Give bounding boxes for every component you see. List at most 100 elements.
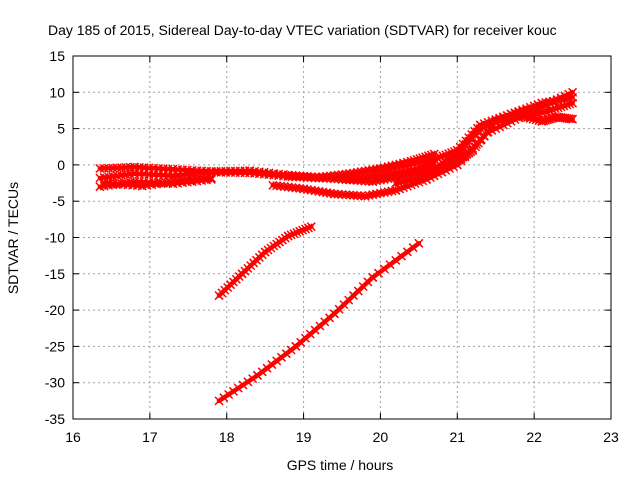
data-point <box>425 168 435 178</box>
data-point <box>295 226 305 236</box>
data-point <box>187 175 197 185</box>
data-point <box>202 173 213 183</box>
data-point <box>214 396 224 406</box>
y-tick-label: -5 <box>53 193 66 209</box>
data-point <box>238 380 248 390</box>
data-point <box>356 191 366 201</box>
data-point <box>544 105 555 115</box>
data-point <box>345 190 355 200</box>
y-tick-label: 0 <box>57 157 65 173</box>
data-point <box>287 172 297 182</box>
data-point <box>352 191 362 201</box>
y-tick-label: -20 <box>45 302 65 318</box>
data-point <box>303 223 313 233</box>
data-point <box>341 175 351 185</box>
data-point <box>356 176 366 186</box>
data-point <box>257 367 267 377</box>
data-point <box>449 146 459 156</box>
data-point <box>402 247 412 257</box>
x-axis-label: GPS time / hours <box>287 457 394 473</box>
data-point <box>199 174 209 184</box>
x-tick-label: 17 <box>142 429 158 445</box>
data-point <box>432 153 442 163</box>
data-point <box>411 174 421 184</box>
data-point <box>360 176 370 186</box>
x-tick-label: 16 <box>65 429 81 445</box>
data-point <box>306 222 316 232</box>
x-tick-label: 20 <box>373 429 389 445</box>
y-tick-label: 15 <box>49 48 65 64</box>
data-point <box>566 114 576 124</box>
data-point <box>233 383 243 393</box>
data-point <box>408 243 418 253</box>
data-points <box>95 87 578 406</box>
data-point <box>441 150 451 160</box>
x-tick-label: 22 <box>526 429 542 445</box>
data-point <box>302 172 312 182</box>
series-track-4 <box>99 173 216 191</box>
data-point <box>385 260 395 270</box>
data-point <box>364 176 374 186</box>
data-point <box>345 175 355 185</box>
y-axis-label: SDTVAR / TECUs <box>5 182 21 294</box>
data-point <box>547 105 557 115</box>
data-point <box>422 169 433 179</box>
data-point <box>243 377 253 387</box>
data-point <box>276 352 287 362</box>
data-point <box>224 389 234 400</box>
data-point <box>272 356 282 366</box>
y-tick-label: -25 <box>45 338 65 354</box>
data-point <box>191 174 201 184</box>
data-point <box>283 231 293 241</box>
data-point <box>322 173 332 183</box>
data-point <box>183 175 193 185</box>
data-point <box>568 114 578 124</box>
data-point <box>379 264 389 274</box>
y-tick-label: 5 <box>57 121 65 137</box>
data-point <box>325 173 336 184</box>
data-point <box>337 174 347 184</box>
data-point <box>438 151 448 161</box>
data-point <box>435 152 445 162</box>
data-point <box>468 145 478 155</box>
data-point <box>291 172 301 182</box>
data-point <box>219 393 229 403</box>
data-point <box>352 175 362 186</box>
chart-title: Day 185 of 2015, Sidereal Day-to-day VTE… <box>48 22 557 38</box>
data-point <box>267 360 277 370</box>
data-point <box>444 149 454 159</box>
data-point <box>314 173 324 183</box>
data-point <box>414 173 424 183</box>
data-point <box>306 173 316 183</box>
y-tick-label: -10 <box>45 230 65 246</box>
data-point <box>310 173 320 183</box>
data-point <box>299 172 309 182</box>
data-point <box>283 171 293 182</box>
data-point <box>329 189 339 199</box>
data-point <box>195 174 205 184</box>
data-point <box>286 230 296 240</box>
axis-ticks: 16 17 18 19 20 21 22 23 15 10 5 0 -5 -10 -15 -20 -25 -30 -… <box>45 48 619 445</box>
data-point <box>252 370 262 380</box>
data-point <box>179 175 189 186</box>
data-point <box>298 225 308 235</box>
data-point <box>428 167 438 177</box>
data-point <box>248 374 258 384</box>
data-point <box>281 349 291 359</box>
x-tick-label: 18 <box>219 429 235 445</box>
data-point <box>429 154 439 164</box>
data-point <box>289 229 299 239</box>
y-tick-label: -15 <box>45 266 65 282</box>
data-point <box>348 190 359 200</box>
data-point <box>568 92 578 102</box>
data-point <box>337 189 347 200</box>
data-point <box>341 190 351 200</box>
data-point <box>329 174 339 184</box>
data-point <box>420 171 430 181</box>
data-point <box>556 102 566 112</box>
data-point <box>176 176 186 186</box>
data-point <box>397 251 407 261</box>
data-point <box>417 172 427 182</box>
x-tick-label: 23 <box>603 429 619 445</box>
